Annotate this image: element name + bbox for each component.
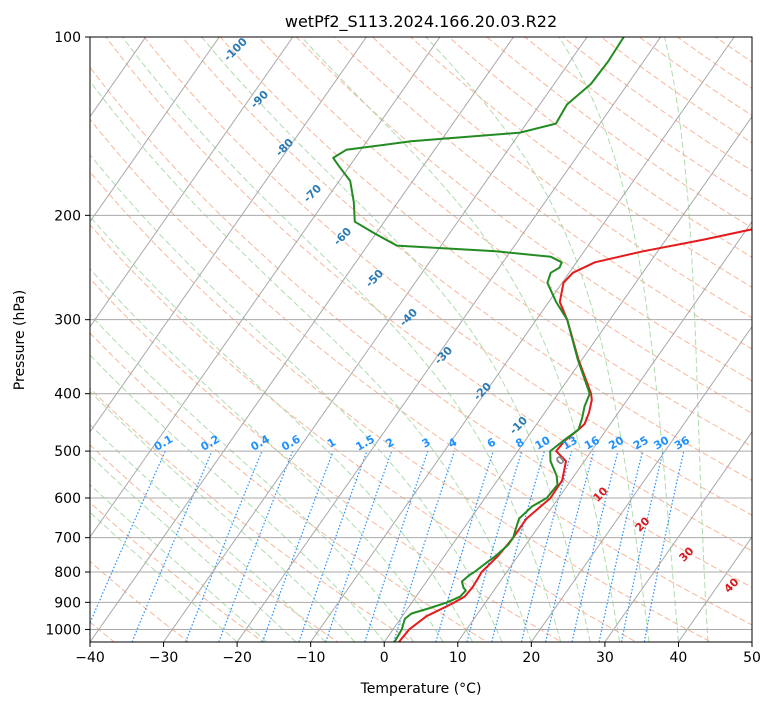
y-tick-label: 400 xyxy=(54,387,81,403)
moist-adiabat-line xyxy=(121,37,562,642)
mixing-ratio-line xyxy=(520,450,573,642)
mixing-ratio-line xyxy=(571,450,619,642)
isotherm-line xyxy=(604,430,752,642)
dry-adiabat-line xyxy=(105,37,752,552)
dry-adiabat-line xyxy=(409,37,752,288)
dry-adiabats xyxy=(90,37,752,642)
dry-adiabat-line xyxy=(90,224,638,642)
dry-adiabat-line xyxy=(333,37,752,350)
y-tick-label: 300 xyxy=(54,313,81,329)
moist-adiabat-line xyxy=(90,390,356,642)
x-tick-label: −10 xyxy=(296,650,326,666)
mixing-ratio-line xyxy=(261,450,334,642)
isotherm-line xyxy=(90,37,294,328)
x-tick-label: 50 xyxy=(743,650,761,666)
dry-adiabat-line xyxy=(524,37,752,200)
mixing-ratio-line xyxy=(643,450,685,642)
y-axis-label: Pressure (hPa) xyxy=(12,290,28,390)
dry-adiabat-line xyxy=(90,277,563,642)
mixing-ratio-line xyxy=(621,450,664,642)
dry-adiabat-line xyxy=(90,501,265,642)
x-tick-label: 0 xyxy=(380,650,389,666)
isotherm-line xyxy=(310,37,735,642)
moist-adiabat-line xyxy=(90,154,503,642)
plot-frame xyxy=(89,36,753,643)
dry-adiabat-line xyxy=(181,37,752,482)
y-tick-label: 200 xyxy=(54,208,81,224)
dry-adiabat-line xyxy=(90,332,488,642)
moist-adiabat-line xyxy=(90,215,473,642)
sounding-profiles xyxy=(332,37,752,642)
x-tick-label: 10 xyxy=(449,650,467,666)
mixing-ratio-line xyxy=(185,450,263,642)
x-tick-label: 40 xyxy=(670,650,688,666)
mixing-ratio-line xyxy=(131,450,213,642)
dry-adiabat-line xyxy=(295,37,752,382)
x-axis-label: Temperature (°C) xyxy=(360,681,482,697)
isotherm-line xyxy=(530,325,752,642)
moist-adiabat-line xyxy=(425,37,650,642)
isotherm-line xyxy=(457,220,752,642)
mixing-ratio-line xyxy=(364,450,429,642)
y-tick-label: 500 xyxy=(54,444,81,460)
y-tick-label: 1000 xyxy=(45,622,81,638)
mixing-ratio-line xyxy=(90,450,166,625)
x-tick-label: 30 xyxy=(596,650,614,666)
moist-adiabat-line xyxy=(90,423,326,642)
isotherm-line xyxy=(90,37,367,433)
isotherm-line xyxy=(163,37,588,642)
x-tick-label: −20 xyxy=(222,650,252,666)
isotherm-line xyxy=(90,37,441,538)
isotherm-line xyxy=(678,536,752,642)
dry-adiabat-line xyxy=(257,37,752,414)
mixing-ratio-line xyxy=(218,450,294,642)
moist-adiabat-line xyxy=(90,80,532,642)
dry-adiabat-line xyxy=(371,37,752,319)
mixing-ratio-line xyxy=(435,450,494,642)
x-tick-label: 20 xyxy=(522,650,540,666)
dry-adiabat-line xyxy=(219,37,752,448)
mixing-ratio-line xyxy=(325,450,393,642)
moist-adiabat-line xyxy=(90,313,415,642)
isotherm-line xyxy=(383,115,752,642)
moist-adiabat-line xyxy=(664,37,709,642)
axis-ticks: −40 −30 −20 −10 0 10 20 30 40 50 100 200 300 400 500 60… xyxy=(45,30,761,666)
moist-adiabat-line xyxy=(90,354,385,642)
dry-adiabat-line xyxy=(600,37,752,144)
moist-adiabat-line xyxy=(90,268,444,642)
x-tick-label: −40 xyxy=(75,650,105,666)
isotherm-line xyxy=(90,37,220,223)
temperature-profile xyxy=(398,228,752,642)
isotherms xyxy=(90,37,752,642)
moist-adiabat-line xyxy=(558,37,679,642)
dry-adiabat-line xyxy=(90,118,752,626)
x-tick-label: −30 xyxy=(149,650,179,666)
y-tick-label: 100 xyxy=(54,30,81,46)
y-tick-label: 600 xyxy=(54,491,81,507)
y-tick-label: 700 xyxy=(54,531,81,547)
pressure-gridlines xyxy=(90,37,752,630)
moist-adiabat-line xyxy=(300,37,621,642)
dry-adiabat-line xyxy=(143,37,752,516)
mixing-ratio-line xyxy=(298,450,368,642)
dry-adiabat-line xyxy=(90,66,752,588)
chart-title: wetPf2_S113.2024.166.20.03.R22 xyxy=(285,12,557,32)
dewpoint-profile xyxy=(332,37,625,642)
isotherm-line xyxy=(236,37,662,642)
y-tick-label: 900 xyxy=(54,595,81,611)
dry-adiabat-line xyxy=(486,37,752,229)
y-tick-label: 800 xyxy=(54,565,81,581)
mixing-ratio-line xyxy=(598,450,644,642)
moist-adiabats xyxy=(90,37,709,642)
